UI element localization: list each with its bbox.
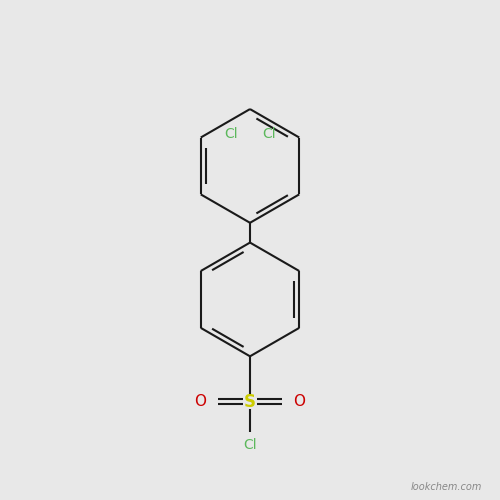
- Text: Cl: Cl: [262, 126, 276, 140]
- Text: O: O: [294, 394, 306, 409]
- Text: Cl: Cl: [224, 126, 238, 140]
- Text: O: O: [194, 394, 206, 409]
- Text: Cl: Cl: [243, 438, 257, 452]
- Text: S: S: [244, 393, 256, 411]
- Text: lookchem.com: lookchem.com: [411, 482, 482, 492]
